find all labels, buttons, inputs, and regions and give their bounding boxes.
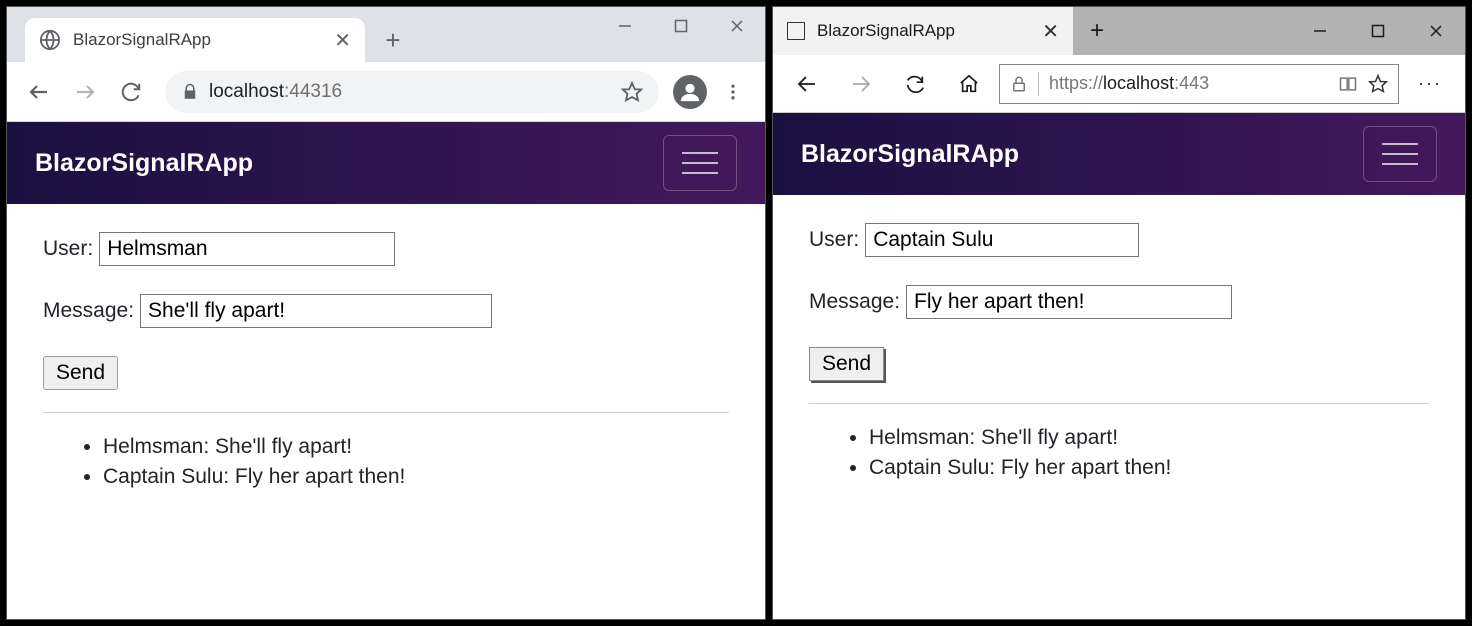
close-tab-button[interactable]: ✕: [1042, 19, 1059, 44]
forward-button[interactable]: [65, 72, 105, 112]
send-button[interactable]: Send: [43, 356, 118, 390]
send-button[interactable]: Send: [809, 347, 884, 381]
edge-toolbar: https://localhost:443 ···: [773, 55, 1465, 113]
forward-button[interactable]: [837, 62, 885, 106]
user-input[interactable]: [99, 232, 395, 266]
bookmark-star-icon[interactable]: [621, 81, 643, 103]
maximize-button[interactable]: [1349, 7, 1407, 55]
browser-tab[interactable]: BlazorSignalRApp ✕: [25, 18, 365, 62]
edge-window: BlazorSignalRApp ✕ +: [772, 6, 1466, 620]
chrome-window: BlazorSignalRApp ✕ + localhost:443: [6, 6, 766, 620]
message-label: Message:: [809, 290, 900, 314]
divider: [43, 412, 729, 413]
minimize-button[interactable]: [597, 7, 653, 45]
close-window-button[interactable]: [709, 7, 765, 45]
lock-icon: [181, 83, 199, 101]
globe-icon: [39, 29, 61, 51]
maximize-button[interactable]: [653, 7, 709, 45]
address-bar[interactable]: localhost:44316: [165, 71, 659, 113]
browser-tab[interactable]: BlazorSignalRApp ✕: [773, 7, 1073, 55]
app-brand: BlazorSignalRApp: [801, 140, 1019, 169]
lock-icon: [1010, 75, 1028, 93]
message-list: Helmsman: She'll fly apart! Captain Sulu:…: [809, 422, 1429, 480]
window-controls: [1291, 7, 1465, 55]
bookmark-star-icon[interactable]: [1368, 74, 1388, 94]
url-text: https://localhost:443: [1049, 73, 1209, 94]
chrome-toolbar: localhost:44316: [7, 62, 765, 122]
message-list: Helmsman: She'll fly apart! Captain Sulu:…: [43, 431, 729, 489]
message-item: Captain Sulu: Fly her apart then!: [869, 456, 1429, 480]
message-item: Helmsman: She'll fly apart!: [103, 435, 729, 459]
window-controls: [597, 7, 765, 45]
back-button[interactable]: [783, 62, 831, 106]
user-input[interactable]: [865, 223, 1139, 257]
page-icon: [787, 22, 805, 40]
message-input[interactable]: [906, 285, 1232, 319]
profile-button[interactable]: [673, 75, 707, 109]
new-tab-button[interactable]: +: [375, 22, 411, 58]
app-navbar: BlazorSignalRApp: [7, 122, 765, 204]
tab-title: BlazorSignalRApp: [817, 21, 1030, 41]
message-item: Captain Sulu: Fly her apart then!: [103, 465, 729, 489]
app-body: User: Message: Send Helmsman: She'll fly…: [7, 204, 765, 523]
app-body: User: Message: Send Helmsman: She'll fly…: [773, 195, 1465, 514]
close-tab-button[interactable]: ✕: [334, 28, 351, 53]
tab-title: BlazorSignalRApp: [73, 30, 322, 50]
message-item: Helmsman: She'll fly apart!: [869, 426, 1429, 450]
home-button[interactable]: [945, 62, 993, 106]
back-button[interactable]: [19, 72, 59, 112]
edge-titlebar: BlazorSignalRApp ✕ +: [773, 7, 1465, 55]
address-bar[interactable]: https://localhost:443: [999, 64, 1399, 104]
close-window-button[interactable]: [1407, 7, 1465, 55]
user-label: User:: [809, 228, 859, 252]
menu-button[interactable]: [713, 72, 753, 112]
chrome-titlebar: BlazorSignalRApp ✕ +: [7, 7, 765, 62]
new-tab-button[interactable]: +: [1073, 7, 1121, 55]
nav-toggle-button[interactable]: [1363, 126, 1437, 182]
reload-button[interactable]: [891, 62, 939, 106]
app-navbar: BlazorSignalRApp: [773, 113, 1465, 195]
divider: [809, 403, 1429, 404]
message-input[interactable]: [140, 294, 492, 328]
user-label: User:: [43, 237, 93, 261]
menu-button[interactable]: ···: [1405, 73, 1455, 94]
minimize-button[interactable]: [1291, 7, 1349, 55]
reading-view-icon[interactable]: [1338, 74, 1358, 94]
message-label: Message:: [43, 299, 134, 323]
app-brand: BlazorSignalRApp: [35, 149, 253, 178]
nav-toggle-button[interactable]: [663, 135, 737, 191]
reload-button[interactable]: [111, 72, 151, 112]
url-text: localhost:44316: [209, 81, 342, 103]
